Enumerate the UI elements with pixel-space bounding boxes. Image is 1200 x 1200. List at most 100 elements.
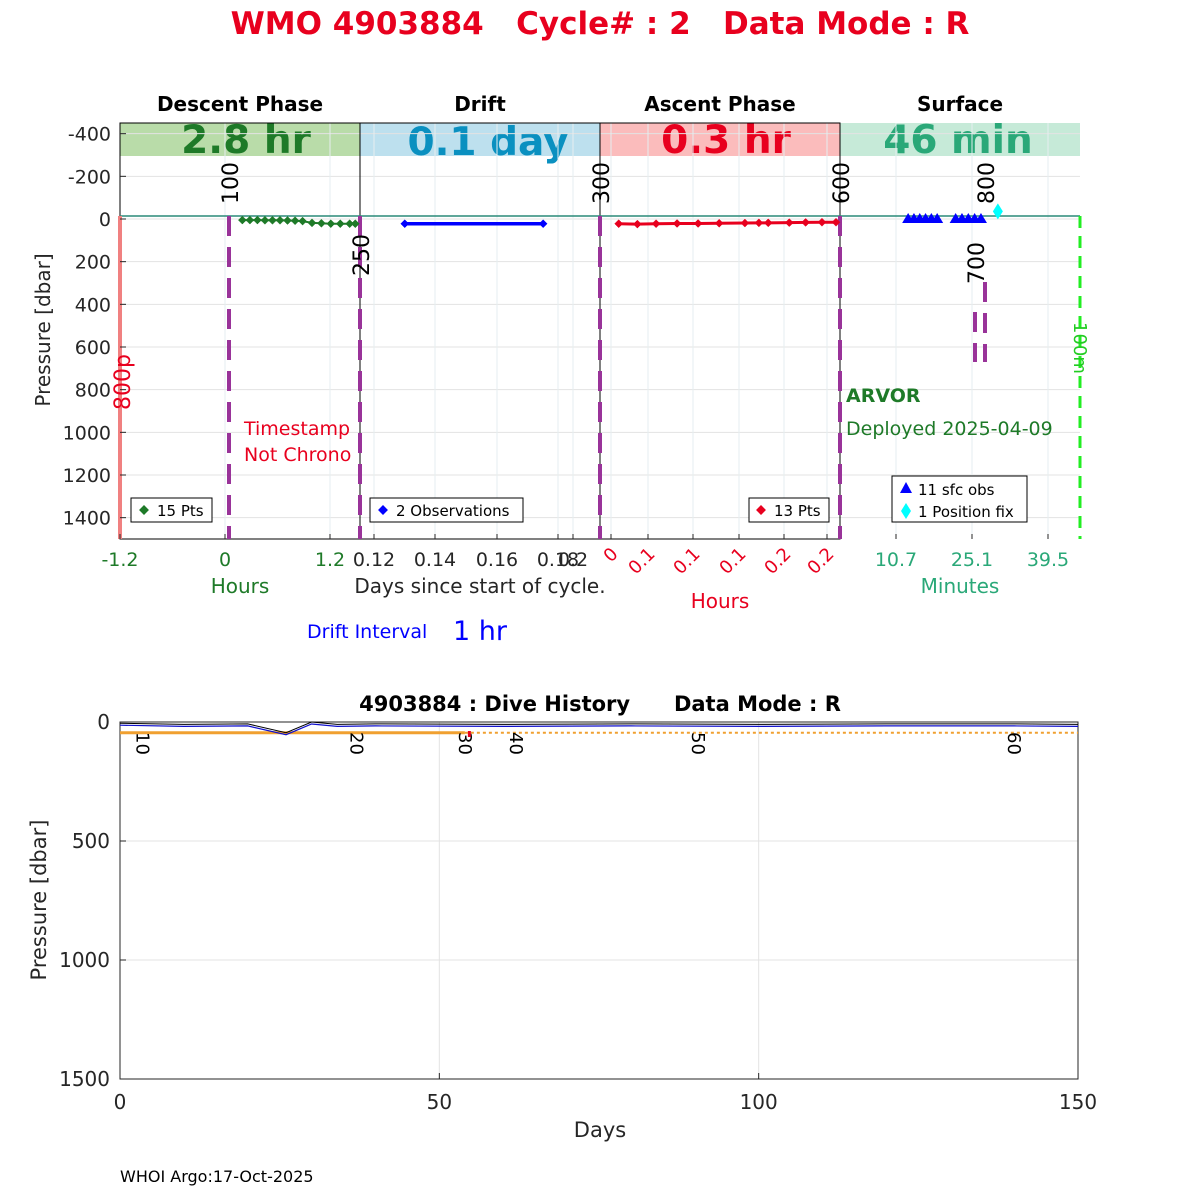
phase-title-ascent: Ascent Phase <box>644 92 795 116</box>
dive-history-line-blue <box>119 723 1079 736</box>
surface-x-axis: 10.7 25.1 39.5 <box>875 534 1069 571</box>
descent-point-1 <box>245 215 255 225</box>
ascent-point-5 <box>714 218 724 228</box>
ascent-point-12 <box>831 217 841 227</box>
drift-tick-label-2: 0.16 <box>476 549 518 571</box>
duration-drift: 0.1 day <box>407 120 568 165</box>
depth-marker-300: 300 <box>590 162 615 204</box>
left-depth-label: 800p <box>111 354 136 410</box>
top-ytick-label-1: -200 <box>68 166 111 188</box>
bottom-xtick-label-3: 150 <box>1059 1090 1097 1114</box>
bottom-ylabel: Pressure [dbar] <box>27 820 51 981</box>
descent-point-11 <box>326 219 336 229</box>
drift-point-0 <box>400 219 410 229</box>
top-ytick-label-3: 200 <box>75 252 111 274</box>
legend-drift-label: 2 Observations <box>396 502 510 520</box>
drift-interval-label: Drift Interval <box>307 621 427 643</box>
descent-point-0 <box>237 215 247 225</box>
drift-series <box>400 219 548 229</box>
cycle-label-50: 50 <box>687 732 708 755</box>
legend-ascent-marker <box>756 505 766 515</box>
phase-dividers <box>227 216 987 539</box>
legend-surface: 11 sfc obs 1 Position fix <box>891 475 1028 523</box>
ascent-point-1 <box>633 219 642 229</box>
bottom-ytick-label-2: 1000 <box>59 948 110 972</box>
ascent-tick-label-1: 0.1 <box>624 544 659 579</box>
legend-drift-marker <box>378 505 388 515</box>
dive-history-series <box>119 721 1079 736</box>
drift-tick-label-0: 0.12 <box>353 549 395 571</box>
descent-point-12 <box>335 219 345 229</box>
ascent-point-8 <box>763 218 773 228</box>
legend-descent-label: 15 Pts <box>157 502 204 520</box>
phase-title-descent: Descent Phase <box>157 92 323 116</box>
cycle-labels: 10 20 30 40 50 60 <box>131 731 1024 755</box>
bottom-panel: 4903884 : Dive History Data Mode : R 10 2… <box>27 692 1097 1142</box>
descent-xlabel: Hours <box>211 574 270 598</box>
legend-descent: 15 Pts <box>130 497 213 523</box>
ascent-point-10 <box>801 218 810 227</box>
duration-ascent: 0.3 hr <box>661 118 791 163</box>
bottom-ytick-label-0: 0 <box>97 710 110 734</box>
bottom-y-axis: 0 500 1000 1500 <box>59 710 126 1091</box>
bottom-frame <box>119 721 1079 1080</box>
depth-marker-600: 600 <box>830 162 855 204</box>
legend-surface-obs-label: 11 sfc obs <box>918 481 995 499</box>
frame-ascent <box>599 122 841 540</box>
ascent-tick-label-2: 0.1 <box>669 544 704 579</box>
bottom-x-axis: 0 50 100 150 <box>114 1073 1097 1114</box>
ascent-xlabel: Hours <box>691 589 750 613</box>
ascent-x-axis: 0 0.1 0.1 0.1 0.2 0.2 <box>600 534 839 579</box>
descent-point-14 <box>350 219 360 229</box>
drift-tick-label-1: 0.14 <box>414 549 456 571</box>
surface-fix-point-0 <box>992 203 1003 220</box>
descent-point-4 <box>268 215 277 225</box>
phase-bands <box>120 123 1080 156</box>
top-ytick-label-9: 1400 <box>63 508 111 530</box>
drift-x-axis: 0.12 0.14 0.16 0.180.2 <box>353 534 588 571</box>
top-ytick-label-7: 1000 <box>63 422 111 444</box>
top-panel: Descent Phase Drift Ascent Phase Surface… <box>31 92 1090 647</box>
descent-tick-label-1: 0 <box>219 549 231 571</box>
descent-point-2 <box>253 215 262 225</box>
descent-point-8 <box>298 216 307 226</box>
legend-surface-fix-label: 1 Position fix <box>918 503 1014 521</box>
descent-point-5 <box>275 215 285 225</box>
bottom-xlabel: Days <box>574 1118 626 1142</box>
drift-point-1 <box>538 219 548 229</box>
surface-tick-label-1: 25.1 <box>951 549 993 571</box>
ascent-point-11 <box>817 217 827 227</box>
duration-surface: 46 min <box>883 118 1033 163</box>
cycle-label-30: 30 <box>454 732 475 755</box>
right-depth-label: 100m <box>1069 322 1090 374</box>
top-ytick-label-2: 0 <box>99 209 111 231</box>
band-drift <box>360 123 600 156</box>
descent-point-3 <box>260 215 270 225</box>
cycle-label-10: 10 <box>131 732 152 755</box>
bottom-title: 4903884 : Dive History Data Mode : R <box>359 692 841 716</box>
bottom-ytick-label-3: 1500 <box>59 1067 110 1091</box>
page-title: WMO 4903884 Cycle# : 2 Data Mode : R <box>231 6 970 42</box>
cycle-label-60: 60 <box>1003 732 1024 755</box>
descent-point-7 <box>290 216 300 226</box>
cycle-marker-red <box>467 731 471 737</box>
bottom-xtick-label-2: 100 <box>740 1090 778 1114</box>
top-ylabel: Pressure [dbar] <box>31 253 55 406</box>
ascent-point-4 <box>693 219 703 228</box>
surface-series <box>902 203 1003 223</box>
descent-point-10 <box>317 218 326 228</box>
surface-xlabel: Minutes <box>921 574 1000 598</box>
ascent-tick-label-4: 0.2 <box>760 544 795 579</box>
depth-marker-labels: 100 250 300 600 700 800 <box>219 162 1000 284</box>
deployed-date: Deployed 2025-04-09 <box>846 418 1053 440</box>
legend-ascent: 13 Pts <box>748 497 830 523</box>
band-ascent <box>600 123 840 156</box>
top-ytick-label-5: 600 <box>75 337 111 359</box>
footer: WHOI Argo:17-Oct-2025 <box>120 1167 314 1186</box>
top-ytick-label-4: 400 <box>75 294 111 316</box>
surface-obs-point-10 <box>974 213 987 223</box>
warning-line-1: Timestamp <box>243 418 350 440</box>
drift-interval-value: 1 hr <box>453 616 508 647</box>
depth-marker-800: 800 <box>975 162 1000 204</box>
top-ytick-label-6: 800 <box>75 380 111 402</box>
